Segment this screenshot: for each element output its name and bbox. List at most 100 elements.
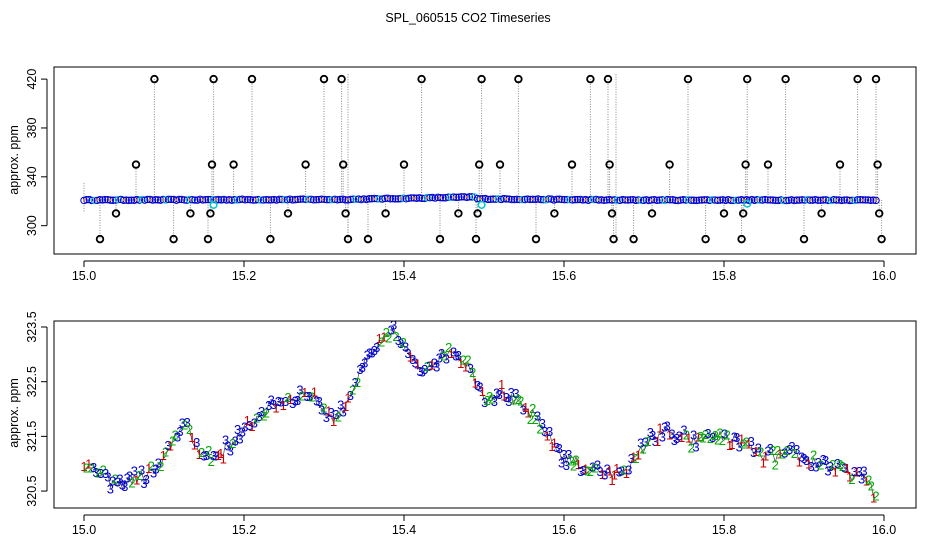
series-3-point: 3 — [618, 463, 625, 478]
top-x-axis: 15.0 15.2 15.4 15.6 15.8 16.0 — [72, 260, 896, 283]
series-2-point: 2 — [169, 433, 176, 448]
series-1-point: 1 — [287, 392, 294, 407]
series-2-point: 2 — [335, 410, 342, 425]
baseline-point — [560, 195, 569, 204]
outlier-point — [209, 74, 218, 84]
series-1-point: 1 — [280, 398, 287, 413]
baseline-point — [428, 193, 437, 202]
outlier-point — [435, 234, 445, 244]
series-1-point: 1 — [695, 430, 702, 445]
series-2-point: 2 — [253, 410, 260, 425]
baseline-point — [257, 196, 265, 204]
outlier-point — [875, 209, 884, 218]
series-3-point: 3 — [347, 388, 354, 403]
baseline-point — [732, 196, 740, 204]
series-1-point: 1 — [145, 461, 152, 476]
outlier-point — [186, 209, 195, 218]
top-y-axis-label: approx. ppm — [7, 125, 21, 194]
baseline-point — [296, 195, 305, 203]
series-2-point: 2 — [714, 432, 721, 447]
baseline-point — [753, 196, 761, 204]
baseline-point — [278, 195, 286, 204]
outlier-point — [665, 160, 674, 169]
baseline-point — [603, 196, 611, 204]
series-3-point: 3 — [366, 346, 373, 361]
series-3-point: 3 — [452, 349, 459, 364]
baseline-point — [204, 195, 212, 204]
series-2-point: 2 — [743, 435, 750, 450]
outlier-point — [283, 209, 293, 218]
baseline-point — [840, 196, 849, 204]
series-2-point: 2 — [868, 479, 875, 494]
series-1-point: 1 — [846, 469, 853, 484]
mean-marker — [861, 198, 864, 202]
bottom-x-axis: 15.0 15.2 15.4 15.6 15.8 16.0 — [72, 514, 896, 537]
figure-title: SPL_060515 CO2 Timeseries — [385, 11, 550, 25]
series-1-point: 1 — [217, 446, 224, 461]
series-2-point: 2 — [644, 434, 651, 449]
baseline-point — [455, 193, 463, 201]
series-1-point: 1 — [635, 448, 642, 463]
series-3-point: 3 — [601, 467, 608, 482]
series-3-point: 3 — [764, 444, 771, 459]
baseline-point — [534, 195, 542, 203]
series-3-point: 3 — [841, 460, 848, 475]
mean-marker — [162, 198, 165, 202]
series-3-point: 3 — [232, 433, 239, 448]
mean-marker — [756, 198, 759, 202]
series-3-point: 3 — [356, 362, 363, 377]
series-1-point: 1 — [762, 448, 769, 463]
series-1-point: 1 — [832, 465, 839, 480]
series-3-point: 3 — [200, 449, 207, 464]
series-3-point: 3 — [239, 424, 246, 439]
series-3-point: 3 — [565, 447, 572, 462]
baseline-point — [265, 196, 273, 204]
outlier-point — [629, 234, 638, 244]
x-tick-label: 16.0 — [872, 523, 896, 537]
mean-marker — [808, 198, 812, 202]
baseline-point — [423, 193, 431, 202]
outlier-point — [381, 209, 390, 218]
series-1-point: 1 — [342, 399, 349, 414]
mean-marker — [835, 198, 838, 202]
series-2-point: 2 — [769, 443, 776, 458]
outlier-point — [683, 74, 693, 84]
outlier-point — [835, 160, 845, 169]
baseline-point — [653, 196, 661, 205]
outlier-point — [495, 160, 505, 169]
y-tick-label: 323.5 — [25, 311, 39, 342]
series-2-point: 2 — [810, 448, 817, 463]
series-2-point: 2 — [208, 454, 215, 469]
baseline-point — [674, 196, 682, 205]
x-tick-label: 16.0 — [872, 269, 896, 283]
series-1-point: 1 — [776, 446, 783, 461]
baseline-point — [291, 195, 299, 204]
series-1-point: 1 — [524, 406, 531, 421]
mean-marker — [729, 198, 732, 202]
series-1-point: 1 — [796, 454, 803, 469]
mean-marker — [175, 198, 178, 202]
series-1-point: 1 — [726, 438, 733, 453]
series-3-point: 3 — [436, 351, 443, 366]
series-3-point: 3 — [596, 464, 603, 479]
mean-marker — [135, 198, 138, 202]
series-2-point: 2 — [484, 393, 491, 408]
series-2-point: 2 — [469, 365, 476, 380]
mean-marker — [782, 198, 785, 202]
x-tick-label: 15.8 — [712, 523, 736, 537]
baseline-point — [405, 194, 413, 203]
series-2-point: 2 — [320, 400, 327, 415]
outlier-point — [229, 160, 238, 169]
baseline-point — [573, 195, 582, 204]
x-tick-label: 15.6 — [552, 269, 576, 283]
mean-marker — [148, 198, 152, 202]
mean-marker — [597, 198, 600, 202]
series-3-point: 3 — [822, 453, 829, 468]
series-1-point: 1 — [500, 389, 507, 404]
mean-marker — [267, 198, 270, 201]
series-3-point: 3 — [265, 398, 272, 413]
mean-marker — [822, 198, 825, 202]
highlighted-point — [477, 200, 486, 209]
series-2-point: 2 — [817, 457, 824, 472]
series-2-point: 2 — [791, 446, 798, 461]
